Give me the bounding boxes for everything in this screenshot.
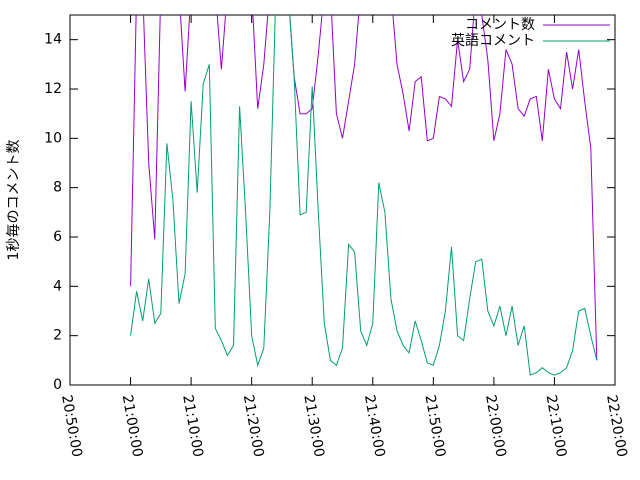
x-tick-label: 20:50:00: [58, 394, 85, 459]
plot-area: [130, 15, 598, 376]
y-tick-label: 8: [53, 180, 62, 196]
y-tick-label: 10: [44, 130, 62, 146]
x-tick-label: 21:50:00: [421, 394, 448, 459]
y-tick-label: 4: [53, 278, 62, 294]
plot-frame: [69, 14, 616, 386]
x-tick-label: 21:30:00: [300, 394, 327, 459]
x-tick-label: 21:40:00: [361, 394, 388, 459]
x-tick-label: 21:10:00: [179, 394, 206, 459]
y-tick-label: 6: [53, 229, 62, 245]
legend-label: 英語コメント: [451, 32, 535, 49]
x-tick-label: 22:20:00: [603, 394, 630, 459]
y-tick-label: 0: [53, 377, 62, 393]
x-tick-label: 21:00:00: [119, 394, 146, 459]
x-tick-label: 21:20:00: [240, 394, 267, 459]
series-line: [130, 15, 598, 376]
series-line: [130, 15, 598, 361]
y-axis-label: 1秒毎のコメント数: [6, 140, 22, 261]
x-tick-label: 22:10:00: [543, 394, 570, 459]
x-tick-label: 22:00:00: [482, 394, 509, 459]
legend-label: コメント数: [465, 17, 535, 33]
y-tick-label: 12: [44, 81, 62, 97]
y-tick-label: 14: [44, 32, 62, 48]
y-tick-label: 2: [53, 328, 62, 344]
